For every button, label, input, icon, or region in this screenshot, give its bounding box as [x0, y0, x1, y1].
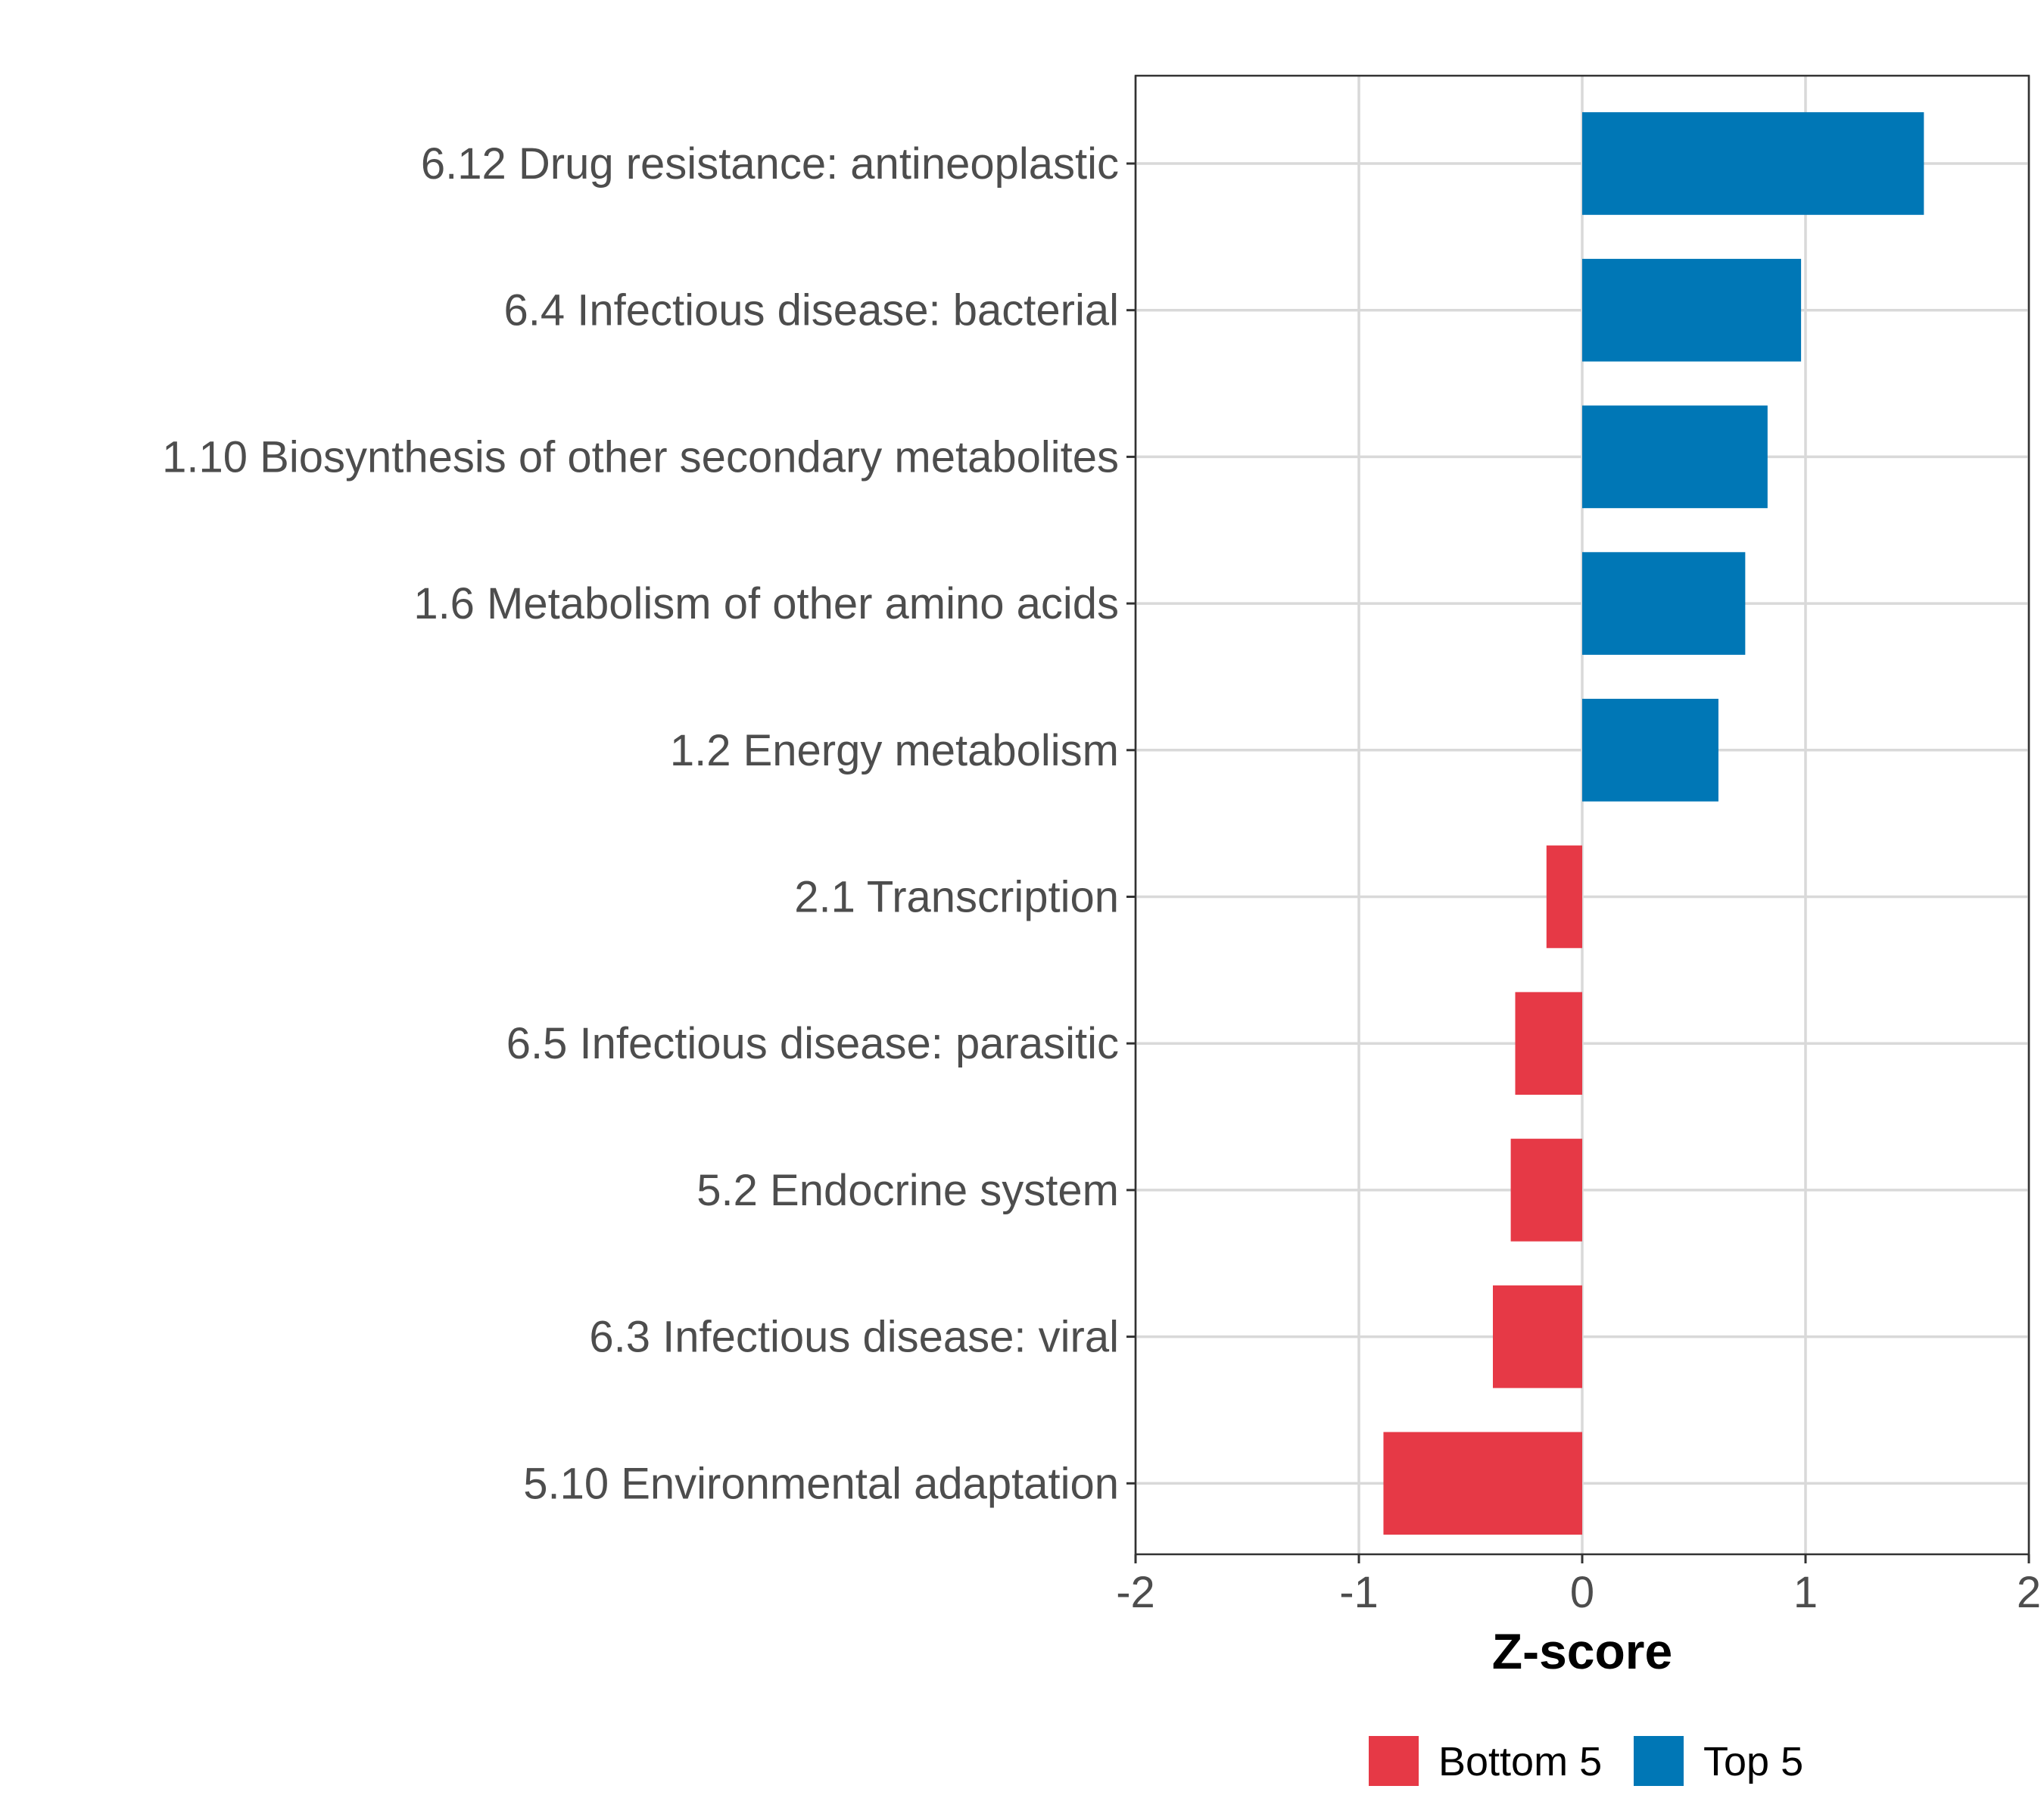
y-tick-label: 5.10 Environmental adaptation [523, 1459, 1119, 1508]
bar-5-10-environmental-adaptation [1383, 1432, 1582, 1535]
bar-6-4-infectious-disease-bacterial [1582, 258, 1802, 362]
y-tick-label: 1.10 Biosynthesis of other secondary met… [162, 432, 1119, 482]
legend-label-bottom-5: Bottom 5 [1438, 1739, 1602, 1784]
x-tick-label: 0 [1570, 1568, 1594, 1617]
y-tick-label: 6.5 Infectious disease: parasitic [506, 1019, 1119, 1068]
x-axis-title: Z-score [1492, 1623, 1672, 1679]
legend-swatch-bottom-5 [1369, 1736, 1419, 1786]
bar-6-5-infectious-disease-parasitic [1515, 992, 1582, 1095]
y-tick-label: 6.4 Infectious disease: bacterial [504, 286, 1119, 335]
x-tick-label: -1 [1339, 1568, 1379, 1617]
bar-5-2-endocrine-system [1510, 1139, 1582, 1242]
bar-1-10-biosynthesis-of-other-secondary-metabolites [1582, 405, 1768, 509]
x-tick-label: -2 [1116, 1568, 1155, 1617]
bar-6-3-infectious-disease-viral [1493, 1285, 1582, 1388]
y-axis: 6.12 Drug resistance: antineoplastic 6.4 … [162, 139, 1136, 1508]
legend-swatch-top-5 [1634, 1736, 1684, 1786]
x-tick-label: 1 [1793, 1568, 1818, 1617]
x-tick-label: 2 [2017, 1568, 2041, 1617]
bars [1383, 112, 1924, 1535]
y-tick-label: 6.3 Infectious disease: viral [589, 1313, 1119, 1362]
x-axis: -2 -1 0 1 2 [1116, 1554, 2041, 1617]
bar-1-2-energy-metabolism [1582, 699, 1718, 802]
legend-label-top-5: Top 5 [1703, 1739, 1803, 1784]
bar-6-12-drug-resistance-antineoplastic [1582, 112, 1924, 215]
y-tick-label: 6.12 Drug resistance: antineoplastic [421, 139, 1119, 189]
bar-1-6-metabolism-of-other-amino-acids [1582, 552, 1746, 655]
y-tick-label: 1.6 Metabolism of other amino acids [413, 579, 1119, 628]
y-tick-label: 5.2 Endocrine system [696, 1166, 1119, 1215]
y-tick-label: 2.1 Transcription [794, 873, 1119, 922]
y-tick-label: 1.2 Energy metabolism [670, 726, 1119, 775]
bar-2-1-transcription [1546, 845, 1582, 949]
legend: Bottom 5 Top 5 [1369, 1736, 1803, 1786]
